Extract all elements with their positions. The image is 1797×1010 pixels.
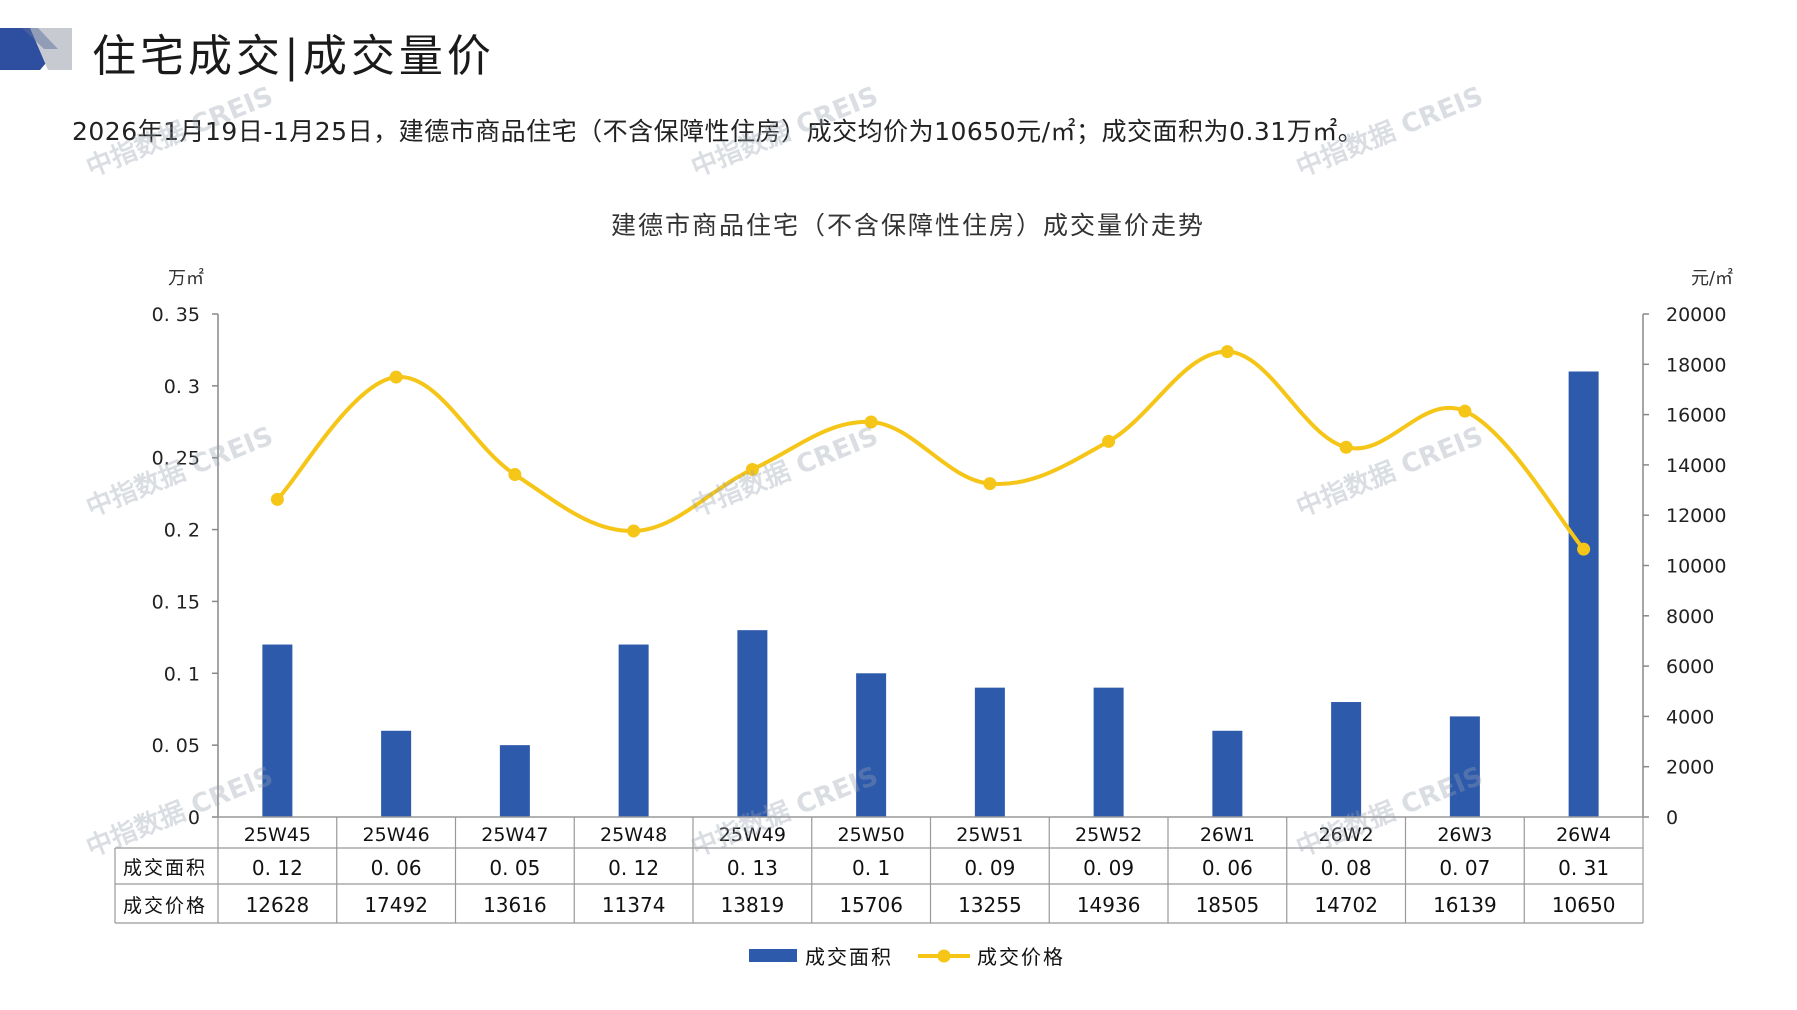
header-shade-shape bbox=[22, 28, 58, 49]
y-right-tick-label: 16000 bbox=[1666, 405, 1726, 427]
legend-label-area: 成交面积 bbox=[805, 945, 893, 969]
table-cell-area: 0. 07 bbox=[1439, 856, 1490, 880]
price-point-26W2 bbox=[1339, 440, 1353, 454]
legend-label-price: 成交价格 bbox=[977, 945, 1065, 969]
table-cell-area: 0. 12 bbox=[252, 856, 303, 880]
bar-25W48 bbox=[618, 644, 649, 817]
bar-25W46 bbox=[381, 730, 412, 817]
table-cell-price: 14702 bbox=[1314, 893, 1378, 917]
table-cell-area: 0. 09 bbox=[1083, 856, 1134, 880]
x-tick-label: 25W45 bbox=[244, 824, 311, 846]
table-cell-price: 17492 bbox=[364, 893, 428, 917]
bar-25W52 bbox=[1093, 687, 1124, 817]
price-point-25W46 bbox=[389, 370, 403, 384]
page-title: 住宅成交|成交量价 bbox=[92, 31, 495, 82]
table-cell-price: 13616 bbox=[483, 893, 547, 917]
x-tick-label: 25W47 bbox=[481, 824, 548, 846]
table-cell-area: 0. 13 bbox=[727, 856, 778, 880]
price-point-25W45 bbox=[270, 492, 284, 506]
table-cell-price: 12628 bbox=[246, 893, 310, 917]
table-cell-area: 0. 1 bbox=[852, 856, 890, 880]
y-right-tick-label: 18000 bbox=[1666, 354, 1726, 376]
x-tick-label: 26W3 bbox=[1437, 824, 1492, 846]
table-cell-price: 10650 bbox=[1552, 893, 1616, 917]
table-cell-price: 14936 bbox=[1077, 893, 1141, 917]
y-right-tick-label: 12000 bbox=[1666, 505, 1726, 527]
x-tick-label: 26W4 bbox=[1556, 824, 1611, 846]
table-cell-area: 0. 08 bbox=[1321, 856, 1372, 880]
x-tick-label: 26W2 bbox=[1319, 824, 1374, 846]
price-point-25W49 bbox=[745, 462, 759, 476]
table-cell-area: 0. 09 bbox=[964, 856, 1015, 880]
summary-text: 2026年1月19日-1月25日，建德市商品住宅（不含保障性住房）成交均价为10… bbox=[72, 117, 1364, 146]
bar-26W4 bbox=[1568, 371, 1599, 817]
legend-swatch-area bbox=[749, 949, 797, 962]
price-point-25W52 bbox=[1102, 434, 1116, 448]
x-tick-label: 25W48 bbox=[600, 824, 667, 846]
table-row-header-price: 成交价格 bbox=[123, 895, 207, 917]
table-cell-price: 18505 bbox=[1196, 893, 1260, 917]
bar-25W47 bbox=[499, 745, 530, 817]
table-cell-price: 11374 bbox=[602, 893, 666, 917]
table-cell-price: 16139 bbox=[1433, 893, 1497, 917]
x-tick-label: 25W51 bbox=[956, 824, 1023, 846]
y-left-tick-label: 0. 25 bbox=[152, 448, 200, 470]
table-cell-price: 15706 bbox=[839, 893, 903, 917]
bar-25W49 bbox=[737, 630, 768, 817]
y-right-tick-label: 8000 bbox=[1666, 606, 1714, 628]
table-cell-price: 13255 bbox=[958, 893, 1022, 917]
y-left-tick-label: 0. 3 bbox=[164, 376, 200, 398]
bar-26W3 bbox=[1449, 716, 1480, 817]
bar-26W1 bbox=[1212, 730, 1243, 817]
bar-26W2 bbox=[1331, 702, 1362, 817]
y-right-tick-label: 4000 bbox=[1666, 706, 1714, 728]
y-right-tick-label: 2000 bbox=[1666, 757, 1714, 779]
bar-25W51 bbox=[974, 687, 1005, 817]
header-decoration bbox=[0, 28, 72, 70]
price-point-25W51 bbox=[983, 477, 997, 491]
price-line bbox=[275, 349, 1586, 551]
y-left-tick-label: 0. 35 bbox=[152, 304, 200, 326]
price-point-26W3 bbox=[1458, 404, 1472, 418]
price-point-25W48 bbox=[627, 524, 641, 538]
x-tick-label: 25W52 bbox=[1075, 824, 1142, 846]
y-left-tick-label: 0. 1 bbox=[164, 663, 200, 685]
y-left-tick-label: 0 bbox=[188, 807, 200, 829]
bar-25W50 bbox=[856, 673, 887, 817]
y-left-tick-label: 0. 05 bbox=[152, 735, 200, 757]
table-cell-price: 13819 bbox=[721, 893, 785, 917]
legend-swatch-price-marker bbox=[937, 949, 951, 963]
price-point-25W50 bbox=[864, 415, 878, 429]
y-left-tick-label: 0. 15 bbox=[152, 591, 200, 613]
x-tick-label: 25W49 bbox=[719, 824, 786, 846]
chart-title: 建德市商品住宅（不含保障性住房）成交量价走势 bbox=[611, 211, 1205, 240]
x-tick-label: 25W46 bbox=[363, 824, 430, 846]
y-left-unit: 万㎡ bbox=[168, 267, 204, 289]
table-cell-area: 0. 06 bbox=[371, 856, 422, 880]
table-cell-area: 0. 05 bbox=[489, 856, 540, 880]
y-right-tick-label: 20000 bbox=[1666, 304, 1726, 326]
table-cell-area: 0. 06 bbox=[1202, 856, 1253, 880]
bar-25W45 bbox=[262, 644, 293, 817]
x-tick-label: 26W1 bbox=[1200, 824, 1255, 846]
y-right-tick-label: 0 bbox=[1666, 807, 1678, 829]
x-tick-label: 25W50 bbox=[838, 824, 905, 846]
y-left-tick-label: 0. 2 bbox=[164, 520, 200, 542]
y-right-tick-label: 10000 bbox=[1666, 556, 1726, 578]
table-cell-area: 0. 12 bbox=[608, 856, 659, 880]
price-point-26W1 bbox=[1220, 345, 1234, 359]
y-right-tick-label: 14000 bbox=[1666, 455, 1726, 477]
y-right-unit: 元/㎡ bbox=[1691, 267, 1733, 289]
table-row-header-area: 成交面积 bbox=[123, 857, 207, 879]
price-point-26W4 bbox=[1577, 542, 1591, 556]
y-right-tick-label: 6000 bbox=[1666, 656, 1714, 678]
price-point-25W47 bbox=[508, 468, 522, 482]
table-cell-area: 0. 31 bbox=[1558, 856, 1609, 880]
